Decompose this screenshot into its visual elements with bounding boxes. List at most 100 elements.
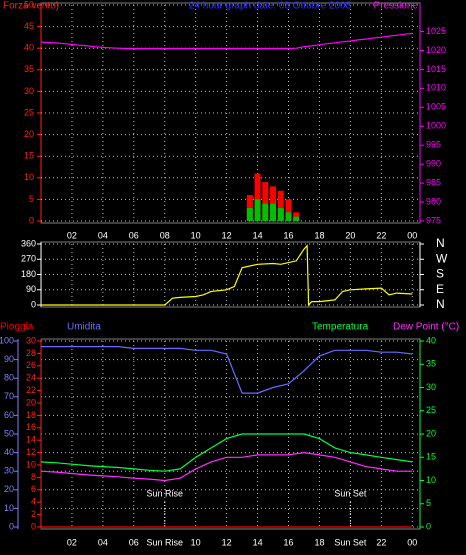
- x-tick-label: 16: [284, 230, 294, 240]
- bar: [254, 199, 261, 221]
- y-tick-label: 0: [29, 215, 34, 225]
- series-line: [40, 451, 413, 482]
- y-tick-label: 90: [26, 284, 36, 294]
- y-tick-label: 35: [426, 359, 436, 369]
- series-line: [40, 32, 413, 50]
- x-tick-label: 10: [191, 537, 201, 547]
- y-tick-label: 16: [26, 422, 36, 432]
- x-tick-label: 12: [222, 537, 232, 547]
- y-tick-label: 90: [4, 354, 14, 364]
- y-tick-label: 45: [24, 21, 34, 31]
- bar: [262, 182, 269, 221]
- x-tick-label: 00: [407, 230, 417, 240]
- series-line: [41, 244, 413, 307]
- y-tick-label: 980: [426, 196, 441, 206]
- y-tick-label: 40: [4, 447, 14, 457]
- bar: [262, 203, 269, 221]
- y-tick-label: 30: [24, 86, 34, 96]
- x-tick-label: 04: [98, 230, 108, 240]
- x-tick-label: 08: [160, 230, 170, 240]
- series-line: [40, 433, 413, 472]
- series-line: [41, 346, 413, 394]
- y-tick-label: 270: [21, 254, 36, 264]
- bar: [285, 199, 292, 221]
- y-tick-label: 18: [26, 410, 36, 420]
- y-tick-label: 1020: [426, 45, 446, 55]
- y-tick-label: 20: [426, 428, 436, 438]
- x-tick-label: 22: [376, 230, 386, 240]
- bar: [277, 190, 284, 221]
- y-tick-label: 10: [26, 459, 36, 469]
- y-tick-label: 25: [426, 405, 436, 415]
- y-tick-label: 1010: [426, 83, 446, 93]
- y-tick-label: 0: [31, 521, 36, 531]
- y-tick-label: 60: [4, 410, 14, 420]
- x-tick-label: 06: [129, 230, 139, 240]
- y-tick-label: 10: [426, 475, 436, 485]
- x-tick-label: 16: [284, 537, 294, 547]
- y-tick-label: 2: [31, 509, 36, 519]
- y-tick-label: 1005: [426, 102, 446, 112]
- bar: [254, 173, 261, 221]
- bar: [246, 208, 253, 221]
- y-tick-label: 22: [26, 385, 36, 395]
- y-tick-label: 50: [4, 428, 14, 438]
- y-tick-label: 14: [26, 435, 36, 445]
- x-tick-label: 00: [407, 537, 417, 547]
- y-tick-label: 25: [24, 107, 34, 117]
- y-tick-label: 40: [24, 43, 34, 53]
- y-tick-label: 10: [4, 503, 14, 513]
- x-tick-label: 18: [314, 537, 324, 547]
- y-tick-label: S: [436, 267, 444, 281]
- bar: [277, 208, 284, 221]
- y-tick-label: 990: [426, 159, 441, 169]
- bar: [293, 216, 300, 221]
- legend-label: Umidita: [67, 322, 101, 333]
- y-tick-label: 1000: [426, 121, 446, 131]
- legend-label: Pioggia: [0, 322, 34, 333]
- y-tick-label: 100: [0, 335, 14, 345]
- y-tick-label: 30: [26, 335, 36, 345]
- x-tick-label: 12: [222, 230, 232, 240]
- y-tick-label: 50: [24, 0, 34, 9]
- y-tick-label: W: [436, 251, 448, 265]
- y-tick-label: 40: [426, 335, 436, 345]
- x-tick-label: 18: [314, 230, 324, 240]
- y-tick-label: 30: [4, 466, 14, 476]
- y-tick-label: 28: [26, 348, 36, 358]
- x-tick-label: 04: [98, 537, 108, 547]
- chart-title: 24 hour graph date: 08 Ottobre 2008: [189, 1, 352, 12]
- annotation: Sun Set: [334, 488, 367, 498]
- y-tick-label: 26: [26, 360, 36, 370]
- x-tick-label: Sun Set: [334, 537, 367, 547]
- x-tick-label: 14: [253, 537, 263, 547]
- y-tick-label: 5: [29, 194, 34, 204]
- y-tick-label: 12: [26, 447, 36, 457]
- y-tick-label: 20: [24, 129, 34, 139]
- y-tick-label: 15: [426, 452, 436, 462]
- y-tick-label: 0: [31, 299, 36, 309]
- y-tick-label: 15: [24, 151, 34, 161]
- y-axis-label: Forza vento): [3, 1, 59, 12]
- y-tick-label: 995: [426, 140, 441, 150]
- x-tick-label: 10: [191, 230, 201, 240]
- y2-axis-label: Pressione: [374, 1, 419, 12]
- y-tick-label: N: [436, 236, 445, 250]
- y-tick-label: 10: [24, 172, 34, 182]
- y-tick-label: 4: [31, 497, 36, 507]
- y-tick-label: 360: [21, 238, 36, 248]
- y-tick-label: 975: [426, 215, 441, 225]
- y-tick-label: 180: [21, 269, 36, 279]
- y-tick-label: 70: [4, 391, 14, 401]
- y-tick-label: 20: [4, 484, 14, 494]
- x-tick-label: 14: [253, 230, 263, 240]
- x-tick-label: 22: [376, 537, 386, 547]
- y-tick-label: 20: [26, 397, 36, 407]
- legend-label: Temperatura: [312, 322, 369, 333]
- x-tick-label: 02: [67, 230, 77, 240]
- bar: [270, 203, 277, 221]
- x-tick-label: 02: [67, 537, 77, 547]
- y-tick-label: 1015: [426, 64, 446, 74]
- y-tick-label: N: [436, 297, 445, 311]
